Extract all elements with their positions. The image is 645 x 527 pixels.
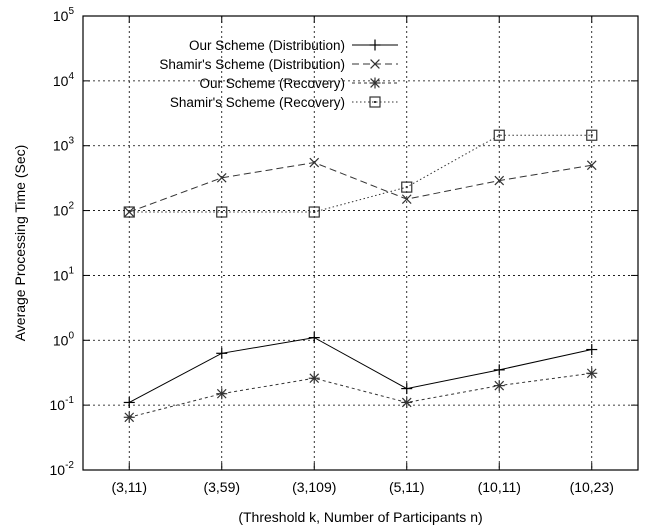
series-line — [129, 337, 592, 403]
y-tick-label: 10-1 — [50, 395, 75, 413]
x-tick-label: (3,59) — [203, 479, 240, 495]
data-point — [493, 380, 505, 392]
x-tick-label: (3,109) — [292, 479, 336, 495]
data-point — [586, 129, 598, 141]
y-tick-exponent: 3 — [68, 136, 74, 147]
legend: Our Scheme (Distribution) Shamir's Scheme… — [159, 38, 398, 110]
data-point — [401, 396, 413, 408]
data-point — [401, 194, 412, 204]
series-group — [123, 129, 598, 423]
legend-marker — [369, 77, 381, 89]
data-point — [586, 160, 597, 171]
data-point — [401, 383, 413, 395]
legend-marker — [369, 39, 381, 51]
data-point — [123, 411, 135, 423]
data-point — [493, 364, 505, 376]
data-point — [216, 206, 228, 218]
y-tick-base: 10 — [53, 138, 69, 154]
legend-label: Shamir's Scheme (Recovery) — [170, 95, 345, 110]
data-point — [216, 347, 228, 359]
legend-marker — [370, 59, 380, 69]
data-point — [586, 367, 598, 379]
legend-entry: Shamir's Scheme (Recovery) — [170, 95, 398, 110]
data-point — [123, 206, 135, 218]
legend-label: Our Scheme (Recovery) — [199, 76, 345, 91]
y-tick-exponent: 4 — [68, 71, 74, 82]
x-tick-label: (3,11) — [111, 479, 147, 495]
series-line — [129, 372, 592, 418]
data-point — [586, 344, 598, 356]
y-tick-exponent: 0 — [68, 330, 74, 341]
x-tick-label: (10,23) — [570, 479, 614, 495]
data-point — [308, 332, 320, 344]
x-axis-title: (Threshold k, Number of Participants n) — [238, 509, 482, 525]
y-tick-exponent: -2 — [65, 460, 74, 471]
plot-frame — [82, 15, 639, 471]
y-tick-exponent: 5 — [68, 6, 74, 17]
series-2 — [123, 367, 598, 423]
data-point — [308, 372, 320, 384]
y-tick-label: 105 — [53, 6, 75, 24]
y-axis-title: Average Processing Time (Sec) — [12, 145, 28, 342]
legend-entry: Our Scheme (Distribution) — [189, 38, 398, 53]
y-tick-label: 101 — [53, 265, 75, 283]
grid-lines — [83, 16, 638, 470]
legend-entry: Our Scheme (Recovery) — [199, 76, 398, 91]
series-1 — [124, 157, 597, 217]
y-tick-exponent: 2 — [68, 201, 74, 212]
legend-marker — [369, 96, 381, 108]
data-point — [123, 396, 135, 408]
y-tick-label: 103 — [53, 136, 75, 154]
legend-label: Our Scheme (Distribution) — [189, 38, 345, 53]
data-point — [216, 172, 227, 183]
y-tick-exponent: 1 — [68, 265, 74, 276]
data-point — [216, 388, 228, 400]
data-point — [493, 129, 505, 141]
data-point — [401, 181, 413, 193]
y-tick-exponent: -1 — [65, 395, 74, 406]
y-tick-label: 102 — [53, 201, 75, 219]
data-point — [309, 157, 320, 168]
y-tick-label: 104 — [53, 71, 75, 89]
y-tick-base: 10 — [53, 267, 69, 283]
series-line — [129, 162, 592, 213]
y-tick-base: 10 — [53, 332, 69, 348]
series-3 — [123, 129, 598, 218]
y-tick-base: 10 — [53, 203, 69, 219]
y-tick-base: 10 — [50, 462, 66, 478]
data-point — [308, 206, 320, 218]
series-0 — [123, 332, 598, 408]
y-tick-label: 10-2 — [50, 460, 75, 478]
y-tick-label: 100 — [53, 330, 75, 348]
data-point — [494, 175, 505, 186]
y-tick-base: 10 — [50, 397, 66, 413]
legend-label: Shamir's Scheme (Distribution) — [159, 57, 345, 72]
y-tick-base: 10 — [53, 8, 69, 24]
x-tick-label: (10,11) — [478, 479, 521, 495]
y-tick-base: 10 — [53, 73, 69, 89]
series-line — [129, 134, 592, 213]
x-tick-label: (5,11) — [389, 479, 425, 495]
legend-entry: Shamir's Scheme (Distribution) — [159, 57, 398, 72]
